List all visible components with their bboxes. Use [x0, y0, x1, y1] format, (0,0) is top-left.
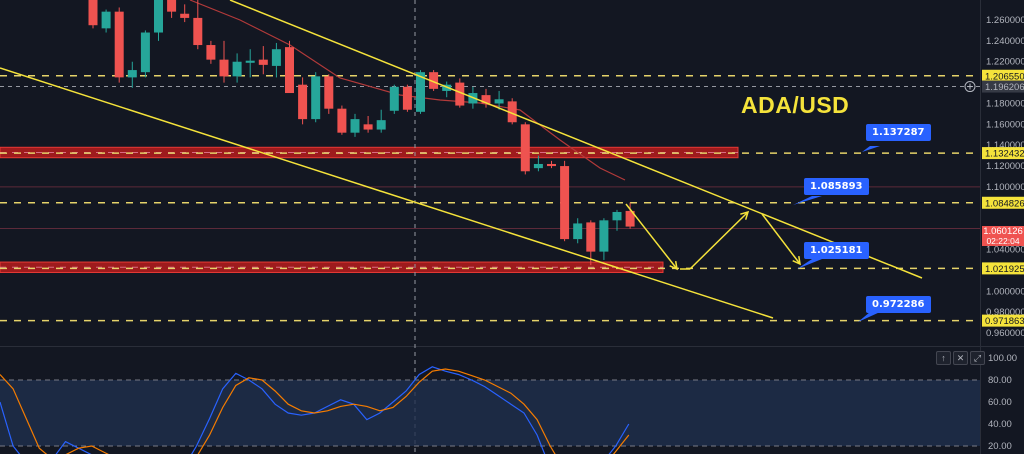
- price-tick-label: 1.160000: [986, 119, 1024, 130]
- price-tick-label: 1.260000: [986, 15, 1024, 26]
- stoch-tick-label: 60.00: [988, 397, 1012, 408]
- arrow-head-icon: [669, 260, 678, 271]
- price-tick-label: 0.980000: [986, 307, 1024, 318]
- level-tag: [982, 147, 1024, 160]
- candle-body[interactable]: [140, 32, 150, 73]
- candle-body[interactable]: [193, 17, 203, 46]
- level-tag-label: 1.206550: [985, 71, 1024, 82]
- candle-body[interactable]: [245, 60, 255, 63]
- arrow-head-icon: [740, 210, 750, 220]
- symbol-title: ADA/USD: [741, 92, 850, 118]
- move-pane-up-button[interactable]: ↑: [936, 351, 951, 365]
- projection-arrow[interactable]: [689, 211, 749, 270]
- price-tick-label: 1.180000: [986, 98, 1024, 109]
- candle-body[interactable]: [324, 76, 334, 109]
- candle-body[interactable]: [298, 84, 308, 120]
- candle-body[interactable]: [154, 0, 163, 33]
- level-tag-label: 0.971863: [985, 316, 1024, 327]
- candle-body[interactable]: [389, 86, 399, 111]
- stoch-tick-label: 80.00: [988, 375, 1012, 386]
- candle-body[interactable]: [520, 124, 530, 172]
- candle-body[interactable]: [167, 0, 177, 12]
- level-tag: [982, 196, 1024, 209]
- candle-body[interactable]: [180, 13, 190, 18]
- projection-arrow[interactable]: [761, 213, 801, 265]
- candle-body[interactable]: [429, 72, 439, 89]
- candle-body[interactable]: [219, 59, 229, 77]
- callout-pointer: [797, 259, 822, 269]
- candle-body[interactable]: [612, 211, 622, 221]
- candle-body[interactable]: [350, 119, 360, 133]
- callout-pointer: [793, 196, 822, 205]
- candle-body[interactable]: [586, 222, 596, 252]
- add-alert-icon[interactable]: [964, 81, 976, 93]
- callout-support-0972[interactable]: 0.972286: [866, 296, 931, 313]
- price-tick-label: 1.000000: [986, 286, 1024, 297]
- moving-average-line: [189, 0, 626, 181]
- crosshair-price-tag: [982, 80, 1024, 93]
- candle-body[interactable]: [258, 59, 268, 65]
- candle-body[interactable]: [494, 99, 504, 104]
- candle-body[interactable]: [88, 0, 98, 26]
- candle-body[interactable]: [114, 11, 124, 78]
- maximize-pane-button[interactable]: ⤢: [970, 351, 985, 365]
- price-tick-label: 0.960000: [986, 328, 1024, 339]
- candle-body[interactable]: [101, 11, 111, 29]
- stoch-d-line: [0, 368, 630, 454]
- close-pane-button[interactable]: ✕: [953, 351, 968, 365]
- stoch-tick-label: 100.00: [988, 353, 1017, 364]
- crosshair-price-label: 1.196206: [985, 82, 1024, 93]
- stoch-tick-label: 20.00: [988, 441, 1012, 452]
- price-tick-label: 1.120000: [986, 161, 1024, 172]
- level-tag-label: 1.021925: [985, 264, 1024, 275]
- callout-support-1025[interactable]: 1.025181: [804, 242, 869, 259]
- descending-trendline-lower[interactable]: [0, 67, 774, 319]
- price-tick-label: 1.040000: [986, 245, 1024, 256]
- price-tick-label: 1.100000: [986, 182, 1024, 193]
- candle-body[interactable]: [232, 61, 242, 77]
- last-price-value: 1.060126: [983, 226, 1023, 237]
- level-tag: [982, 262, 1024, 275]
- callout-pointer: [858, 312, 880, 322]
- bar-countdown: 02:22:04: [986, 235, 1020, 246]
- price-tick-label: 1.240000: [986, 36, 1024, 47]
- level-tag: [982, 314, 1024, 327]
- candle-body[interactable]: [337, 108, 347, 133]
- arrow-head-icon: [792, 255, 801, 266]
- last-price-tag: 1.060126 02:22:04: [982, 226, 1024, 246]
- candle-body[interactable]: [416, 72, 425, 112]
- candle-body[interactable]: [285, 47, 294, 94]
- candle-body[interactable]: [481, 95, 491, 104]
- level-tag-label: 1.132432: [985, 149, 1024, 160]
- main-pane: [0, 0, 980, 346]
- candle-body[interactable]: [573, 223, 583, 240]
- candle-body[interactable]: [507, 101, 517, 123]
- level-tag: [982, 69, 1024, 82]
- stoch-tick-label: 40.00: [988, 419, 1012, 430]
- candle-body[interactable]: [560, 166, 570, 240]
- price-tick-label: 1.140000: [986, 140, 1024, 151]
- candle-body[interactable]: [547, 163, 556, 167]
- callout-resistance-1137[interactable]: 1.137287: [866, 124, 931, 141]
- candle-body[interactable]: [599, 220, 609, 252]
- candle-body[interactable]: [271, 49, 281, 66]
- projection-arrow[interactable]: [625, 203, 678, 270]
- callout-pointer: [862, 146, 880, 152]
- candle-body[interactable]: [311, 76, 321, 120]
- candle-body[interactable]: [533, 163, 543, 169]
- callout-target-1085[interactable]: 1.085893: [804, 178, 869, 195]
- candle-body[interactable]: [206, 45, 216, 60]
- candle-body[interactable]: [455, 82, 465, 106]
- candle-body[interactable]: [363, 124, 373, 130]
- descending-trendline-upper[interactable]: [229, 0, 923, 279]
- stoch-band: [0, 380, 980, 446]
- candle-body[interactable]: [376, 120, 386, 130]
- price-tick-label: 1.220000: [986, 57, 1024, 68]
- candle-body[interactable]: [625, 210, 635, 227]
- candle-body[interactable]: [402, 86, 412, 110]
- candle-body[interactable]: [127, 70, 137, 78]
- level-tag-label: 1.084826: [985, 198, 1024, 209]
